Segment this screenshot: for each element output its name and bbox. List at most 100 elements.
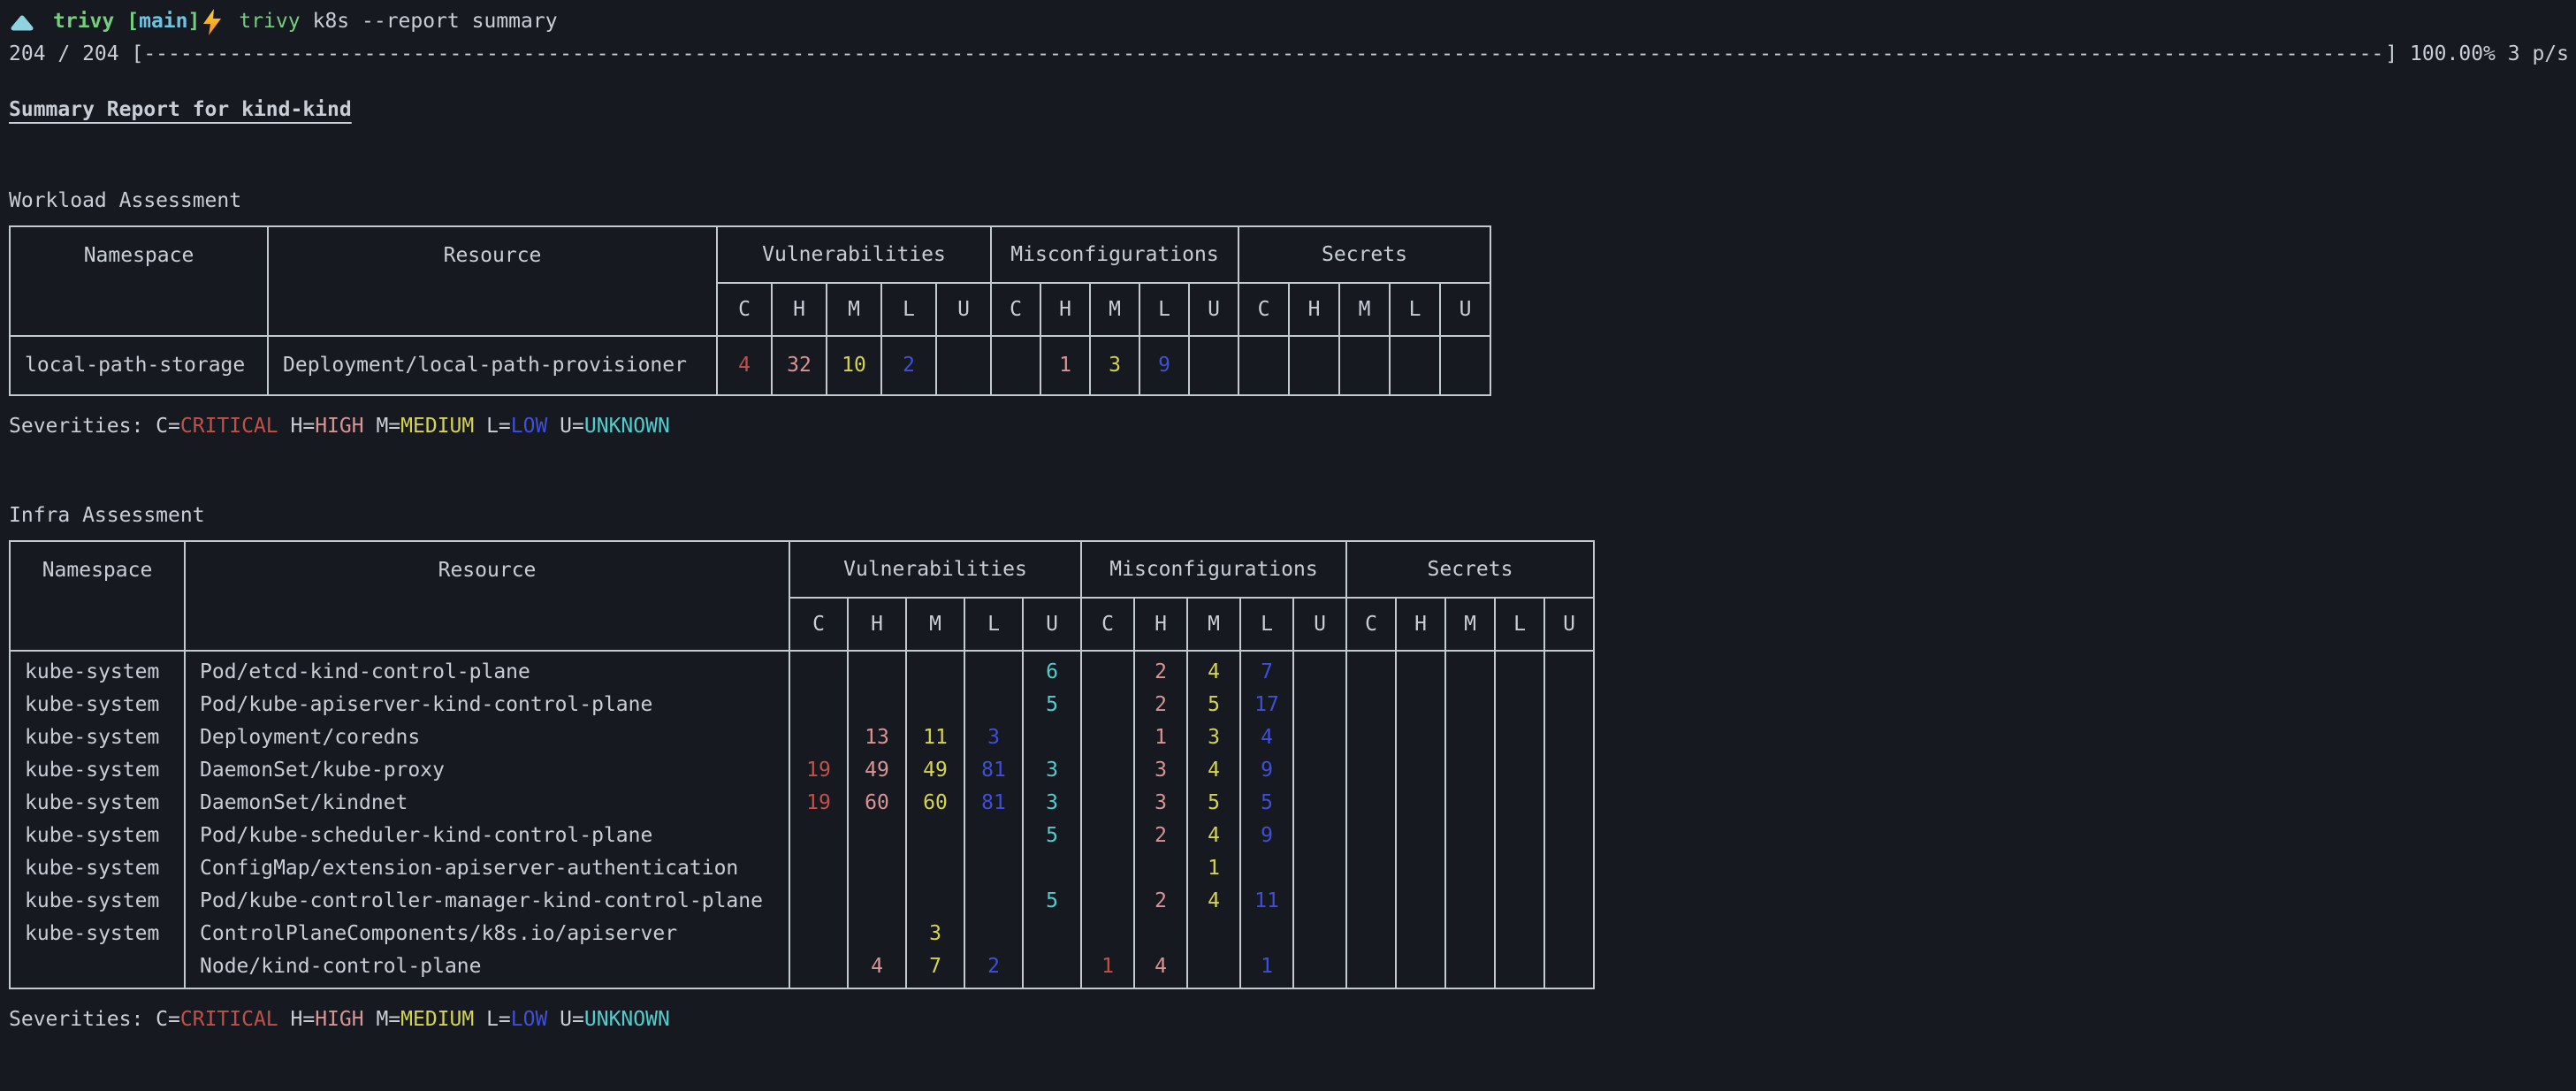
cell-misconfigurations-M: 3 bbox=[1089, 335, 1140, 396]
cell-line bbox=[1082, 721, 1133, 754]
group-header-misconfigurations: Misconfigurations bbox=[1080, 540, 1347, 599]
cell-line bbox=[1347, 656, 1395, 689]
cell-line: kube-system bbox=[25, 759, 160, 782]
cell-line bbox=[1347, 754, 1395, 787]
severity-column-header-U: U bbox=[1292, 597, 1347, 652]
severity-column-header-C: C bbox=[716, 282, 773, 337]
cell-line bbox=[965, 820, 1022, 852]
cell-line bbox=[1294, 918, 1345, 950]
legend-prefix: Severities: bbox=[9, 1008, 156, 1031]
severity-column-header-L: L bbox=[1239, 597, 1294, 652]
cell-line bbox=[1340, 349, 1389, 382]
cell-line bbox=[1347, 820, 1395, 852]
cell-line bbox=[1294, 950, 1345, 983]
severity-column-header-M: M bbox=[1338, 282, 1391, 337]
cell-line bbox=[790, 852, 847, 885]
header-row-groups: Namespace Resource Vulnerabilities Misconfi… bbox=[9, 225, 1491, 337]
legend-key: L= bbox=[474, 1008, 511, 1031]
cell-line bbox=[1347, 689, 1395, 721]
report-title-line: Summary Report for kind-kind bbox=[9, 94, 2569, 126]
cell-line bbox=[1397, 918, 1444, 950]
severity-column-header-H: H bbox=[1395, 597, 1446, 652]
shell-prompt-line: trivy [ main ] trivy k8s --report summar… bbox=[9, 5, 2569, 38]
cell-line bbox=[1397, 754, 1444, 787]
cell-misconfigurations-C: 1 bbox=[1080, 650, 1135, 989]
cell-line bbox=[1294, 689, 1345, 721]
cell-line bbox=[849, 689, 905, 721]
cell-line bbox=[1190, 349, 1238, 382]
cell-line bbox=[1496, 885, 1543, 918]
cell-line: 19 bbox=[806, 759, 831, 782]
cell-vulnerabilities-H: 13 49 60 4 bbox=[847, 650, 907, 989]
cell-namespace: kube-system kube-system kube-system kube-sy… bbox=[9, 650, 186, 989]
progress-count: 204 / 204 [ bbox=[9, 42, 144, 65]
cell-line bbox=[1545, 689, 1593, 721]
cell-line bbox=[1188, 950, 1239, 983]
cell-line bbox=[965, 656, 1022, 689]
cell-line: kube-system bbox=[25, 857, 160, 880]
cell-line bbox=[1397, 656, 1444, 689]
severity-column-header-C: C bbox=[990, 282, 1041, 337]
cell-line: 13 bbox=[865, 726, 889, 749]
legend-severity-critical: CRITICAL bbox=[179, 1008, 278, 1031]
cell-secrets-L bbox=[1494, 650, 1545, 989]
cell-line bbox=[1241, 852, 1292, 885]
cell-line bbox=[907, 885, 964, 918]
cell-misconfigurations-L: 7 17 4 9 5 9 11 1 bbox=[1239, 650, 1294, 989]
cell-line: 32 bbox=[787, 354, 812, 377]
cell-line bbox=[1082, 885, 1133, 918]
cell-line bbox=[1496, 721, 1543, 754]
severity-column-header-M: M bbox=[826, 282, 882, 337]
cell-line bbox=[965, 852, 1022, 885]
cell-line bbox=[25, 950, 184, 983]
cell-line: DaemonSet/kube-proxy bbox=[200, 759, 445, 782]
cell-line bbox=[1188, 918, 1239, 950]
column-header-resource: Resource bbox=[267, 225, 718, 337]
cell-vulnerabilities-L: 2 bbox=[880, 335, 937, 396]
cell-line: 2 bbox=[903, 354, 915, 377]
cell-line bbox=[907, 852, 964, 885]
cell-line: 2 bbox=[1155, 693, 1167, 716]
infra-table-label: Infra Assessment bbox=[9, 504, 205, 527]
cell-line: 1 bbox=[1208, 857, 1220, 880]
cell-line: 9 bbox=[1261, 824, 1273, 847]
cell-line: ConfigMap/extension-apiserver-authentica… bbox=[200, 857, 739, 880]
cell-line: 4 bbox=[1155, 955, 1167, 978]
cell-line bbox=[1545, 950, 1593, 983]
cell-line bbox=[1135, 918, 1186, 950]
cell-line bbox=[1024, 950, 1080, 983]
cell-line bbox=[1446, 820, 1494, 852]
cell-line: 4 bbox=[871, 955, 883, 978]
header-row-groups: Namespace Resource Vulnerabilities Misconfi… bbox=[9, 540, 1595, 652]
cell-line: 5 bbox=[1261, 791, 1273, 814]
cell-line bbox=[1397, 820, 1444, 852]
group-header-vulnerabilities: Vulnerabilities bbox=[716, 225, 992, 284]
severity-column-header-M: M bbox=[1444, 597, 1496, 652]
cell-secrets-H bbox=[1288, 335, 1340, 396]
cell-line: local-path-storage bbox=[25, 354, 246, 377]
cell-secrets-C bbox=[1345, 650, 1397, 989]
cell-line bbox=[1294, 656, 1345, 689]
cell-line bbox=[1347, 721, 1395, 754]
cell-line: 1 bbox=[1155, 726, 1167, 749]
cell-line: 3 bbox=[1046, 759, 1058, 782]
cell-line: 5 bbox=[1208, 693, 1220, 716]
cell-line bbox=[1496, 689, 1543, 721]
severity-column-header-L: L bbox=[880, 282, 937, 337]
cell-line: 4 bbox=[1208, 824, 1220, 847]
cell-line bbox=[907, 820, 964, 852]
cell-line bbox=[1347, 950, 1395, 983]
progress-line: 204 / 204 [ ----------------------------… bbox=[9, 38, 2569, 71]
cell-line bbox=[1446, 885, 1494, 918]
cell-line bbox=[1496, 950, 1543, 983]
cell-resource: Pod/etcd-kind-control-plane Pod/kube-apis… bbox=[184, 650, 790, 989]
cell-secrets-U bbox=[1543, 650, 1595, 989]
terminal-output: trivy [ main ] trivy k8s --report summar… bbox=[9, 5, 2569, 1036]
cell-vulnerabilities-L: 3 81 81 2 bbox=[964, 650, 1024, 989]
cell-line bbox=[1545, 852, 1593, 885]
cell-line bbox=[1082, 918, 1133, 950]
cell-line: 11 bbox=[1254, 889, 1279, 912]
cell-line: 17 bbox=[1254, 693, 1279, 716]
cell-line bbox=[1496, 656, 1543, 689]
